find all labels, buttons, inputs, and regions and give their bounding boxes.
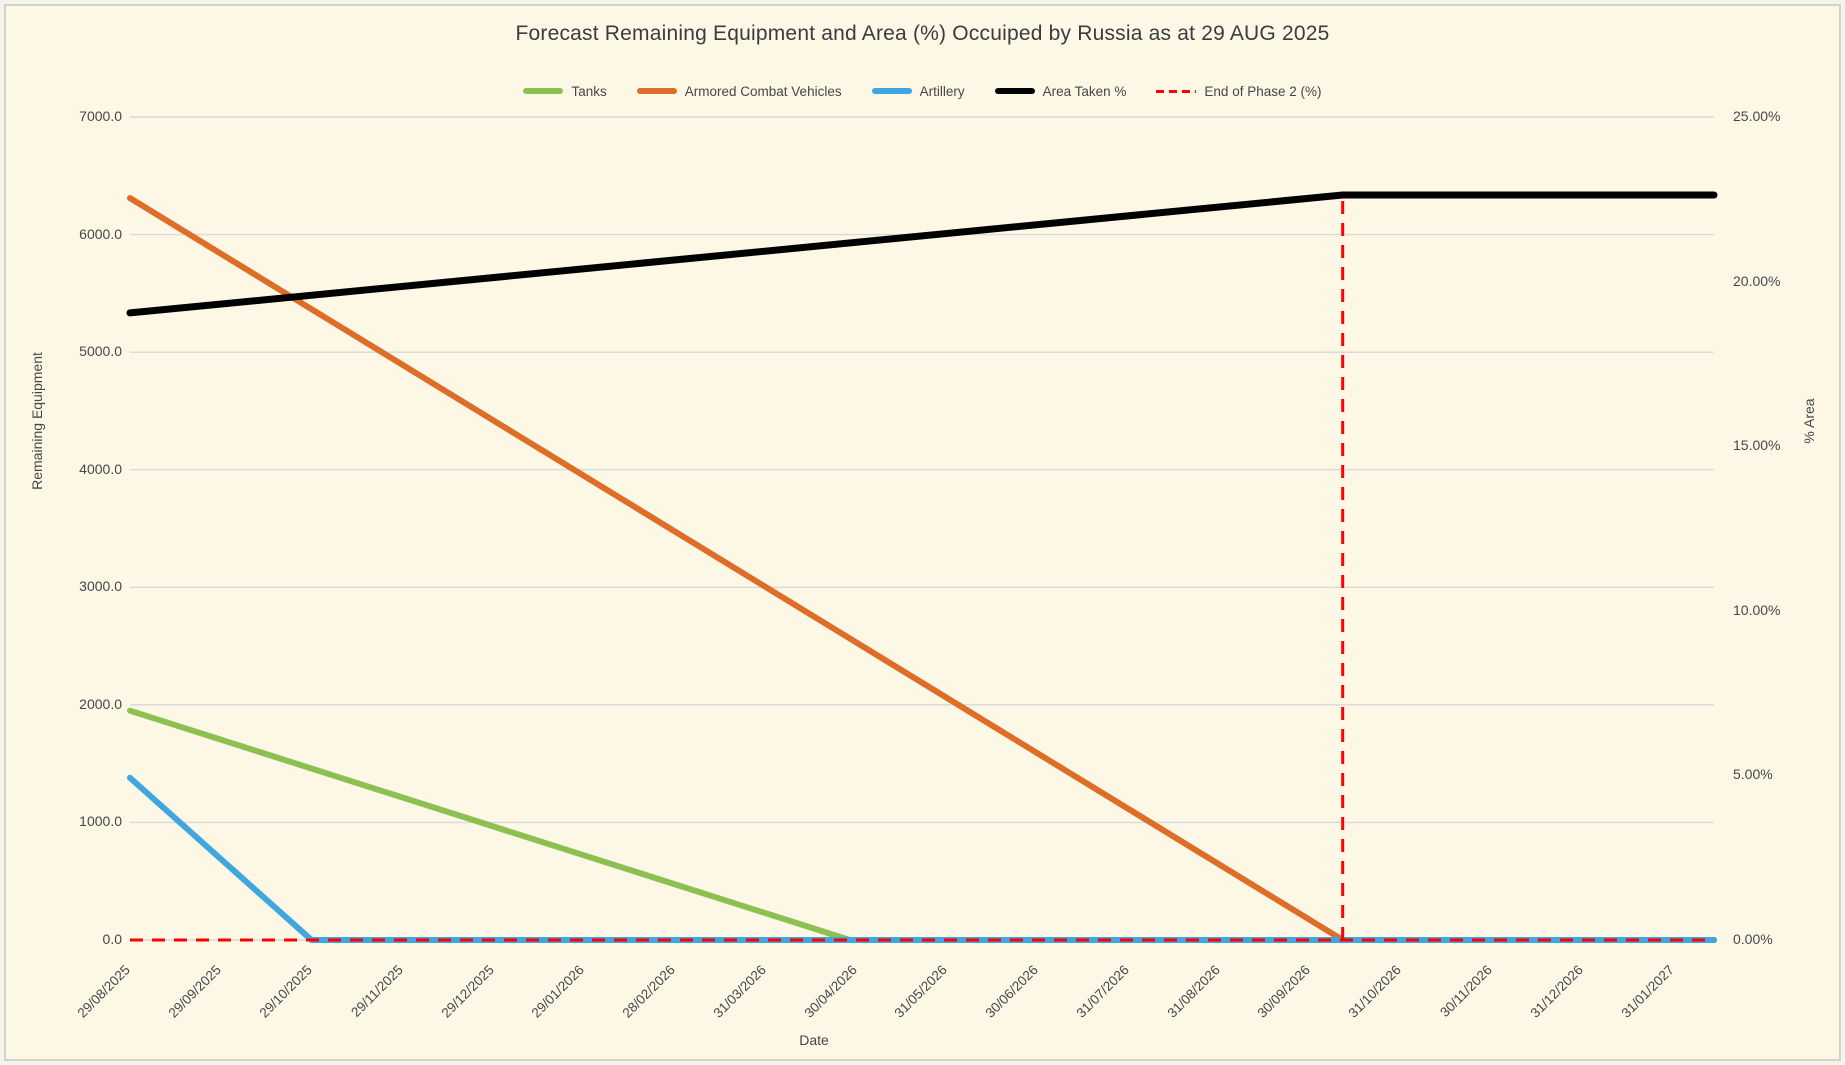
- y-left-tick-label: 1000.0: [79, 813, 122, 830]
- plot-svg: [126, 116, 1718, 943]
- x-tick-label: 31/07/2026: [1073, 962, 1132, 1021]
- legend: Tanks Armored Combat Vehicles Artillery Are…: [6, 80, 1839, 102]
- y-right-tick-label: 25.00%: [1733, 108, 1781, 124]
- x-tick-label: 29/12/2025: [438, 962, 497, 1021]
- legend-item-armored-combat-vehicles: Armored Combat Vehicles: [636, 83, 842, 99]
- legend-item-end-of-phase-2: End of Phase 2 (%): [1156, 83, 1322, 99]
- y-right-tick-label: 20.00%: [1733, 272, 1781, 289]
- x-tick-label: 31/08/2026: [1164, 962, 1223, 1021]
- y-axis-right-title: % Area: [1801, 398, 1817, 444]
- x-tick-label: 29/08/2025: [74, 962, 134, 1021]
- legend-swatch-armored-combat-vehicles: [636, 88, 677, 94]
- y-left-tick-label: 3000.0: [79, 578, 122, 595]
- x-tick-label: 29/01/2026: [528, 962, 588, 1021]
- x-tick-label: 31/05/2026: [891, 962, 951, 1021]
- x-axis-title: Date: [799, 1032, 829, 1048]
- x-tick-label: 29/09/2025: [165, 962, 225, 1021]
- y-left-tick-label: 4000.0: [79, 460, 122, 477]
- legend-label: Tanks: [571, 83, 607, 99]
- legend-item-tanks: Tanks: [523, 83, 607, 99]
- x-tick-label: 30/04/2026: [801, 962, 860, 1021]
- series-line-area-taken: [126, 191, 1718, 317]
- legend-swatch-area-taken: [994, 88, 1035, 94]
- x-tick-label: 31/03/2026: [710, 962, 769, 1021]
- legend-label: Armored Combat Vehicles: [684, 83, 842, 99]
- x-tick-label: 30/06/2026: [982, 962, 1042, 1021]
- y-right-tick-label: 10.00%: [1733, 601, 1781, 618]
- x-tick-label: 29/11/2025: [347, 962, 406, 1020]
- plot-area: [126, 116, 1718, 943]
- series-line-armored-combat-vehicles: [127, 195, 1717, 943]
- chart-title: Forecast Remaining Equipment and Area (%…: [515, 22, 1330, 45]
- legend-item-area-taken: Area Taken %: [994, 83, 1127, 99]
- legend-item-artillery: Artillery: [871, 83, 965, 99]
- y-axis-left-title: Remaining Equipment: [29, 352, 45, 490]
- chart-area: Forecast Remaining Equipment and Area (%…: [6, 6, 1839, 1059]
- y-right-tick-label: 15.00%: [1733, 437, 1781, 454]
- y-right-tick-label: 5.00%: [1733, 766, 1773, 783]
- legend-label: Artillery: [919, 83, 965, 99]
- y-right-tick-label: 0.00%: [1733, 931, 1773, 947]
- x-tick-label: 31/12/2026: [1527, 962, 1586, 1021]
- y-left-tick-label: 6000.0: [79, 225, 122, 242]
- legend-swatch-tanks: [523, 88, 564, 94]
- chart-frame: Forecast Remaining Equipment and Area (%…: [4, 4, 1841, 1061]
- x-tick-label: 30/11/2026: [1437, 962, 1495, 1020]
- x-tick-label: 28/02/2026: [619, 962, 678, 1021]
- y-left-tick-label: 2000.0: [79, 695, 122, 712]
- y-left-tick-label: 7000.0: [79, 108, 122, 124]
- x-tick-label: 31/01/2027: [1618, 962, 1677, 1021]
- x-tick-label: 30/09/2026: [1254, 962, 1314, 1021]
- legend-label: Area Taken %: [1042, 83, 1127, 99]
- series-line-artillery: [127, 774, 1717, 943]
- legend-swatch-artillery: [871, 88, 912, 94]
- x-tick-label: 31/10/2026: [1345, 962, 1405, 1021]
- x-tick-label: 29/10/2025: [256, 962, 315, 1021]
- legend-label: End of Phase 2 (%): [1204, 83, 1322, 99]
- y-left-tick-label: 0.0: [102, 931, 122, 947]
- series-line-tanks: [127, 707, 1717, 943]
- y-left-tick-label: 5000.0: [79, 343, 122, 360]
- legend-swatch-end-of-phase-2: [1156, 89, 1197, 93]
